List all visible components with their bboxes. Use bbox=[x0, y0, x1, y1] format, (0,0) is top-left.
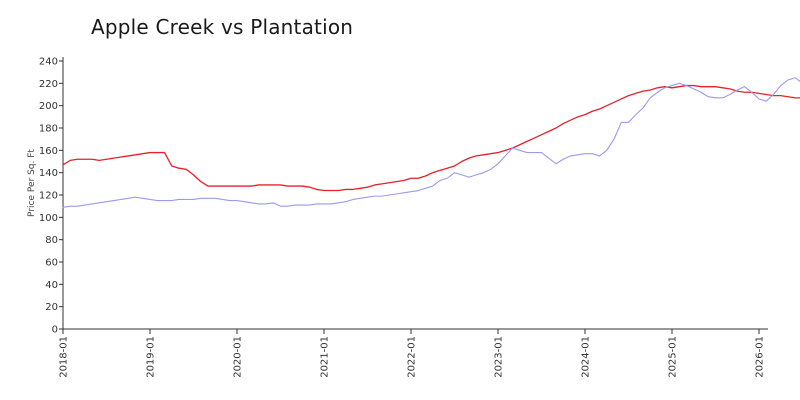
y-tick-label: 240 bbox=[39, 57, 58, 68]
series-lines bbox=[62, 77, 800, 208]
y-tick-label: 120 bbox=[39, 191, 58, 202]
x-tick-label: 2023-01 bbox=[494, 336, 505, 378]
y-axis-label: Price Per Sq. Ft bbox=[27, 149, 37, 217]
x-tick-label: 2024-01 bbox=[581, 336, 592, 378]
y-tick-label: 0 bbox=[52, 325, 58, 336]
series-line-1 bbox=[62, 84, 800, 192]
x-tick-label: 2021-01 bbox=[320, 336, 331, 378]
x-tick-label: 2025-01 bbox=[668, 336, 679, 378]
y-tick-label: 40 bbox=[45, 280, 58, 291]
y-tick-label: 20 bbox=[45, 302, 58, 313]
x-tick-label: 2019-01 bbox=[146, 336, 157, 378]
y-tick-label: 180 bbox=[39, 124, 58, 135]
series-line-2 bbox=[62, 77, 800, 208]
x-tick-label: 2018-01 bbox=[59, 336, 70, 378]
x-tick-label: 2022-01 bbox=[407, 336, 418, 378]
y-tick-label: 100 bbox=[39, 213, 58, 224]
y-tick-label: 80 bbox=[45, 235, 58, 246]
y-tick-label: 200 bbox=[39, 101, 58, 112]
chart-title: Apple Creek vs Plantation bbox=[91, 15, 354, 39]
y-tick-label: 60 bbox=[45, 258, 58, 269]
y-axis: 0 20 40 60 80 100 120 140 160 180 200 220 240 bbox=[39, 57, 64, 336]
x-axis: 2018-01 2019-01 2020-01 2021-01 2022-01 2023-… bbox=[59, 328, 768, 378]
y-tick-label: 160 bbox=[39, 146, 58, 157]
x-tick-label: 2026-01 bbox=[755, 336, 766, 378]
y-tick-label: 140 bbox=[39, 168, 58, 179]
x-tick-label: 2020-01 bbox=[233, 336, 244, 378]
y-tick-label: 220 bbox=[39, 79, 58, 90]
